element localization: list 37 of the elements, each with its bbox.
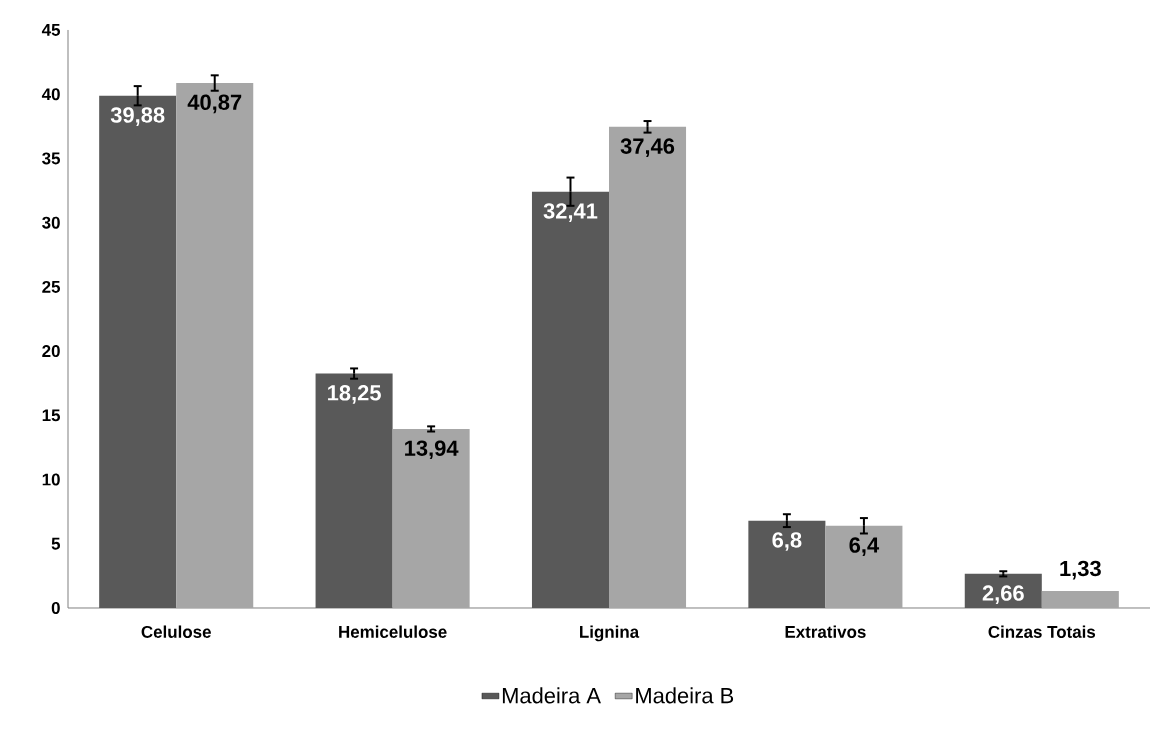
bar	[315, 373, 393, 608]
bar	[748, 520, 826, 608]
x-tick-label: Lignina	[580, 625, 640, 642]
x-tick-label: Hemicelulose	[339, 625, 447, 638]
bar	[609, 126, 687, 608]
y-tick-label: 20	[42, 345, 60, 358]
data-label: 1,33	[1060, 560, 1101, 580]
bar	[531, 191, 609, 608]
y-tick-label: 0	[51, 601, 60, 614]
data-label: 18,25	[328, 385, 381, 404]
data-label: 6,4	[849, 537, 880, 556]
y-tick-label: 30	[42, 216, 60, 229]
bar	[825, 525, 903, 608]
x-tick-label: Celulose	[141, 625, 211, 638]
x-tick-label: Cinzas Totais	[988, 625, 1096, 638]
y-tick-label: 25	[42, 280, 61, 293]
data-label: 37,46	[620, 138, 675, 158]
data-label: 32,41	[543, 203, 598, 222]
y-tick-label: 10	[42, 473, 60, 486]
bar	[1041, 590, 1119, 608]
y-tick-label: 40	[41, 88, 60, 101]
data-label: 13,94	[405, 440, 459, 460]
legend-label: Madeira B	[636, 687, 734, 704]
x-tick-label: Extrativos	[785, 625, 866, 638]
bar	[964, 573, 1042, 608]
y-tick-label: 35	[42, 152, 61, 165]
bar	[176, 83, 254, 608]
y-tick-label: 45	[41, 24, 61, 36]
data-label: 40,87	[187, 94, 242, 114]
bar	[392, 428, 470, 608]
data-label: 6,8	[772, 532, 802, 551]
y-tick-label: 15	[42, 409, 61, 422]
data-label: 2,66	[982, 585, 1024, 605]
bar	[99, 95, 177, 608]
legend-label: Madeira A	[502, 687, 601, 704]
data-label: 39,88	[110, 107, 165, 126]
y-tick-label: 5	[51, 537, 61, 550]
